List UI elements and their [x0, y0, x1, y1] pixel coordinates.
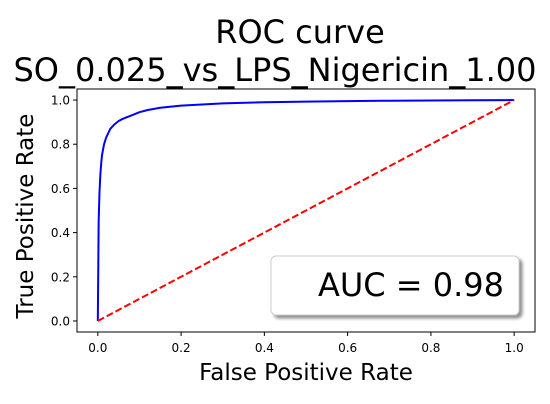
x-tick-label: 0.2: [172, 341, 191, 355]
y-tick-label: 1.0: [51, 94, 70, 108]
x-tick-label: 0.8: [421, 341, 440, 355]
y-tick-label: 0.4: [51, 226, 70, 240]
chart-title-line2: SO_0.025_vs_LPS_Nigericin_1.00: [13, 51, 536, 89]
auc-annotation-text: AUC = 0.98: [318, 266, 504, 304]
auc-annotation: AUC = 0.98: [270, 255, 520, 316]
y-tick-label: 0.2: [51, 270, 70, 284]
y-tick-label: 0.0: [51, 314, 70, 328]
x-tick-label: 1.0: [505, 341, 524, 355]
chart-title-line1: ROC curve: [215, 13, 385, 51]
x-tick-label: 0.4: [255, 341, 274, 355]
x-tick-label: 0.0: [88, 341, 107, 355]
plot-frame: [76, 88, 536, 333]
y-tick-label: 0.6: [51, 182, 70, 196]
series-line-roc: [96, 99, 515, 321]
plot-area: 0.0 0.2 0.4 0.6 0.8 1.0 0.0 0.2 0.4 0.6 0.8 1.0: [51, 88, 536, 355]
series-line-diagonal: [97, 99, 515, 322]
x-axis-label: False Positive Rate: [199, 360, 413, 386]
x-tick-label: 0.6: [338, 341, 357, 355]
y-tick-label: 0.8: [51, 138, 70, 152]
auc-annotation-box: [270, 255, 520, 316]
y-axis-label: True Positive Rate: [13, 114, 39, 320]
